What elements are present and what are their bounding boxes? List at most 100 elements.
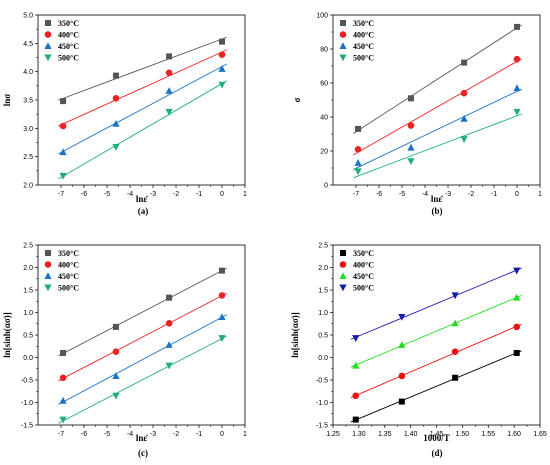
panel-caption: (a) — [138, 206, 149, 216]
data-point-series-3 — [352, 361, 360, 369]
legend-marker-series-2 — [339, 261, 347, 268]
x-tick-label: 1.25 — [326, 431, 340, 438]
legend-label: 350°C — [58, 19, 79, 28]
y-tick-label: 0.0 — [23, 355, 33, 362]
data-point-series-4 — [398, 314, 406, 321]
y-tick-label: 3.5 — [23, 98, 33, 105]
x-tick-label: -7 — [58, 191, 64, 198]
y-tick-label: 40 — [320, 115, 328, 122]
panel-caption: (b) — [432, 206, 443, 216]
x-tick-label: -2 — [173, 191, 179, 198]
data-point-series-3 — [218, 313, 226, 320]
y-tick-label: 2.5 — [318, 243, 328, 250]
legend-label: 350°C — [353, 249, 374, 258]
data-point-series-2 — [165, 69, 173, 77]
x-tick-label: -5 — [399, 191, 405, 198]
data-point-series-4 — [59, 416, 67, 424]
x-tick-label: 1 — [243, 431, 247, 438]
y-axis-label: lnσ — [2, 94, 12, 107]
y-tick-label: 4.5 — [23, 41, 33, 48]
data-point-series-3 — [112, 372, 120, 379]
data-point-series-3 — [460, 114, 468, 122]
fit-line-series-3 — [353, 88, 522, 170]
legend-marker-series-4 — [339, 284, 347, 292]
x-axis-label: 1000/T — [423, 433, 450, 443]
data-point-series-2 — [398, 372, 406, 380]
y-tick-label: 100 — [316, 13, 328, 20]
y-axis-label: ln[sinh(ασ)] — [290, 312, 300, 357]
data-point-series-4 — [354, 168, 362, 176]
fit-line-series-4 — [58, 80, 227, 180]
legend-marker-series-2 — [339, 31, 347, 38]
data-point-series-3 — [513, 293, 521, 301]
data-point-series-2 — [513, 323, 521, 331]
data-point-series-2 — [218, 51, 226, 58]
x-axis-label: lnε̇ — [136, 194, 148, 204]
data-point-series-2 — [218, 292, 226, 299]
fit-line-series-2 — [58, 292, 227, 382]
data-point-series-1 — [219, 38, 225, 45]
data-point-series-4 — [352, 335, 360, 342]
x-tick-label: -4 — [422, 191, 428, 198]
chart-panel-4: 1.25 1.30 1.35 1.40 1.45 1.50 1.55 1.60 1.65 -1.5… — [290, 243, 547, 459]
legend-marker-series-2 — [44, 261, 52, 268]
data-point-series-1 — [352, 416, 359, 423]
x-tick-label: -2 — [173, 431, 179, 438]
x-tick-label: 1.60 — [507, 431, 521, 438]
data-point-series-1 — [112, 323, 119, 330]
x-tick-label: -4 — [127, 431, 133, 438]
legend-label: 450°C — [58, 272, 79, 281]
legend-label: 450°C — [353, 272, 374, 281]
y-tick-label: 80 — [320, 47, 328, 54]
legend-label: 500°C — [58, 54, 79, 63]
legend-label: 500°C — [353, 54, 374, 63]
legend-marker-series-4 — [44, 54, 52, 62]
y-tick-label: 2.0 — [23, 183, 33, 190]
y-tick-label: 20 — [320, 149, 328, 156]
data-point-series-3 — [59, 148, 67, 156]
y-tick-label: 2.5 — [23, 154, 33, 161]
data-point-series-1 — [60, 98, 67, 105]
data-point-series-2 — [513, 55, 521, 63]
x-tick-label: -1 — [491, 191, 497, 198]
x-tick-label: -3 — [150, 191, 156, 198]
x-axis-label: lnε̇ — [136, 433, 148, 443]
x-tick-label: -1 — [196, 431, 202, 438]
data-point-series-4 — [513, 267, 521, 275]
data-point-series-2 — [165, 320, 173, 327]
fit-line-series-2 — [350, 323, 522, 398]
fit-line-series-3 — [58, 63, 227, 155]
legend-label: 450°C — [58, 42, 79, 51]
y-axis-label: σ — [292, 97, 302, 102]
data-point-series-1 — [461, 59, 468, 66]
panel-caption: (c) — [138, 448, 148, 458]
data-point-series-1 — [452, 374, 459, 381]
data-point-series-1 — [514, 23, 520, 30]
data-point-series-1 — [407, 95, 414, 102]
x-tick-label: -3 — [445, 191, 451, 198]
fit-line-series-1 — [353, 24, 523, 134]
x-tick-label: 1.50 — [456, 431, 470, 438]
legend-marker-series-3 — [44, 42, 52, 49]
y-tick-label: 5.0 — [23, 13, 33, 20]
legend-label: 350°C — [353, 19, 374, 28]
data-point-series-1 — [355, 125, 362, 132]
data-point-series-2 — [354, 146, 362, 153]
fit-line-series-1 — [350, 350, 522, 423]
data-point-series-3 — [513, 84, 521, 92]
x-tick-label: 1 — [243, 191, 247, 198]
data-point-series-4 — [165, 108, 173, 116]
x-tick-label: -1 — [196, 191, 202, 198]
data-point-series-4 — [451, 292, 459, 300]
data-point-series-2 — [112, 348, 120, 355]
legend-label: 500°C — [353, 284, 374, 293]
x-tick-label: 1.30 — [352, 431, 366, 438]
y-axis-label: ln[sinh(ασ)] — [2, 312, 12, 357]
legend-marker-series-4 — [339, 54, 347, 62]
data-point-series-2 — [59, 122, 67, 130]
y-tick-label: 60 — [320, 81, 328, 88]
x-tick-label: 1.45 — [430, 431, 444, 438]
y-tick-label: 2.5 — [23, 243, 33, 250]
data-point-series-1 — [219, 267, 225, 274]
